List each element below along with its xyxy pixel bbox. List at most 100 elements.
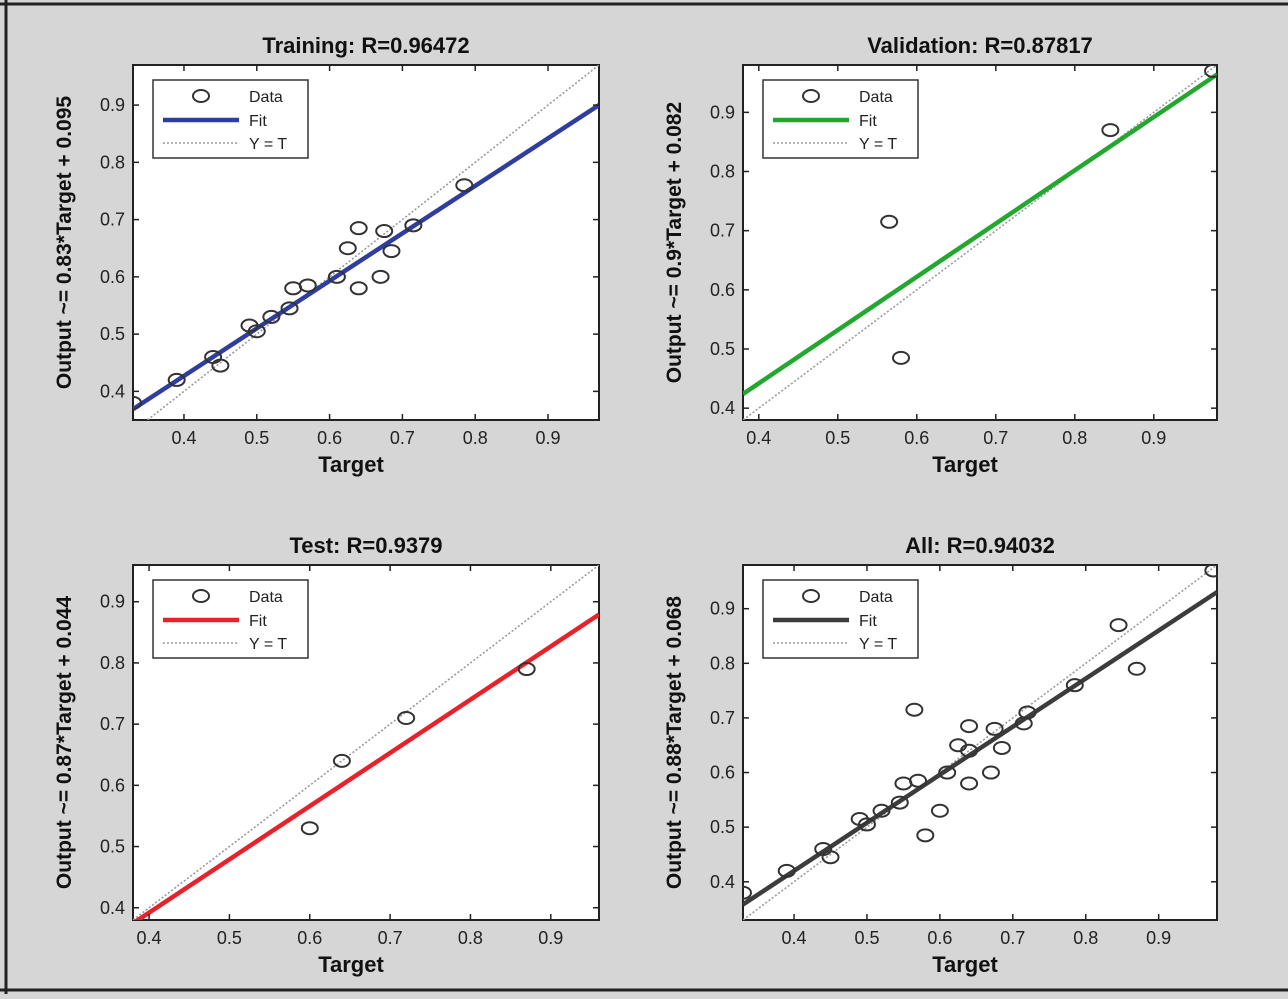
training-data-point (404, 218, 423, 233)
validation-data-point (892, 350, 910, 365)
all-data-point (960, 719, 979, 734)
all-y-tick-label: 0.6 (710, 763, 735, 783)
test-x-axis-label: Target (318, 952, 384, 977)
all-x-tick-label: 0.8 (1073, 928, 1098, 948)
all-y-axis-label: Output ~= 0.88*Target + 0.068 (663, 596, 686, 889)
all-title: All: R=0.94032 (905, 533, 1055, 558)
training-data-point (349, 221, 368, 236)
training-data-point (338, 241, 357, 256)
training-data-point (298, 278, 317, 293)
all-x-axis-label: Target (932, 952, 998, 977)
test-y-axis-label: Output ~= 0.87*Target + 0.044 (53, 596, 76, 889)
validation-x-tick-label: 0.9 (1141, 428, 1166, 448)
all-data-point (960, 743, 979, 758)
test-x-tick-label: 0.5 (217, 928, 242, 948)
validation-y-tick-label: 0.9 (710, 102, 735, 122)
training-data-point (247, 324, 266, 339)
all-x-tick-label: 0.9 (1146, 928, 1171, 948)
training-x-tick-label: 0.7 (390, 428, 415, 448)
test-y-tick-label: 0.6 (100, 775, 125, 795)
all-data-point (777, 863, 796, 878)
all-y-tick-label: 0.5 (710, 817, 735, 837)
test-x-tick-label: 0.6 (297, 928, 322, 948)
validation-data-point (880, 214, 899, 229)
all-data-point (909, 773, 928, 788)
all-legend-fit-label: Fit (859, 613, 877, 630)
training-y-axis-label: Output ~= 0.83*Target + 0.095 (53, 96, 76, 389)
all-legend-identity-label: Y = T (859, 636, 897, 653)
all-fit-line (743, 590, 1217, 907)
training-data-point (262, 309, 281, 324)
test-identity-line (133, 565, 599, 920)
all-x-tick-label: 0.6 (927, 928, 952, 948)
all-data-point (916, 828, 935, 843)
test-x-tick-label: 0.4 (137, 928, 162, 948)
validation-x-tick-label: 0.5 (825, 428, 850, 448)
test-x-tick-label: 0.9 (538, 928, 563, 948)
test-y-tick-label: 0.4 (100, 898, 125, 918)
plot-all: All: R=0.94032 0.4 0.5 0.6 0.7 0.8 0.9 0.4 0.5 0.… (663, 533, 1218, 977)
all-data-point (1109, 618, 1128, 633)
test-legend-fit-label: Fit (249, 613, 267, 630)
test-data-point (397, 711, 416, 726)
training-x-tick-label: 0.6 (317, 428, 342, 448)
training-data-point (167, 372, 186, 387)
test-legend-data-marker (192, 589, 210, 603)
training-data-point (211, 358, 230, 373)
test-legend-identity-label: Y = T (249, 636, 287, 653)
all-data-point (938, 765, 957, 780)
training-data-point (133, 395, 142, 410)
all-identity-line (743, 565, 1217, 920)
validation-y-tick-label: 0.5 (710, 339, 735, 359)
training-data-point (280, 301, 299, 316)
training-x-axis-label: Target (318, 452, 384, 477)
validation-data-point (1204, 65, 1217, 78)
validation-data-point (1101, 123, 1120, 138)
all-data-point (1018, 705, 1037, 720)
validation-y-tick-label: 0.4 (710, 398, 735, 418)
training-legend-fit-label: Fit (249, 113, 267, 130)
training-x-tick-label: 0.5 (244, 428, 269, 448)
training-y-tick-label: 0.9 (100, 95, 125, 115)
validation-x-tick-label: 0.7 (983, 428, 1008, 448)
validation-title: Validation: R=0.87817 (867, 33, 1093, 58)
all-x-tick-label: 0.5 (854, 928, 879, 948)
training-y-tick-label: 0.7 (100, 210, 125, 230)
validation-x-tick-label: 0.4 (746, 428, 771, 448)
validation-legend-identity-label: Y = T (859, 136, 897, 153)
validation-y-tick-label: 0.7 (710, 221, 735, 241)
all-data-point (857, 817, 876, 832)
training-legend-data-marker (192, 89, 210, 103)
training-data-point (327, 269, 346, 284)
training-x-tick-label: 0.4 (171, 428, 196, 448)
all-data-point (743, 885, 752, 900)
all-data-point (821, 850, 840, 865)
all-data-point (981, 765, 1000, 780)
test-data-point (300, 821, 319, 836)
test-title: Test: R=0.9379 (289, 533, 442, 558)
all-y-tick-label: 0.4 (710, 872, 735, 892)
validation-x-axis-label: Target (932, 452, 998, 477)
all-data-point (890, 795, 909, 810)
test-data-point (332, 753, 351, 768)
training-x-tick-label: 0.9 (536, 428, 561, 448)
training-data-point (349, 281, 368, 296)
validation-legend-data-marker (802, 89, 820, 103)
training-y-tick-label: 0.8 (100, 152, 125, 172)
all-data-point (1204, 565, 1217, 578)
all-data-point (930, 803, 949, 818)
training-y-tick-label: 0.4 (100, 381, 125, 401)
all-x-tick-label: 0.4 (782, 928, 807, 948)
test-fit-line (133, 612, 599, 920)
test-x-tick-label: 0.8 (458, 928, 483, 948)
training-data-point (375, 224, 394, 239)
all-data-point (872, 803, 891, 818)
plot-training: Training: R=0.96472 0.4 0.5 0.6 0.7 0.8 0.9 0.4… (53, 33, 600, 477)
validation-y-tick-label: 0.8 (710, 162, 735, 182)
validation-x-tick-label: 0.6 (904, 428, 929, 448)
validation-y-tick-label: 0.6 (710, 280, 735, 300)
all-y-tick-label: 0.7 (710, 708, 735, 728)
all-data-point (1127, 661, 1146, 676)
